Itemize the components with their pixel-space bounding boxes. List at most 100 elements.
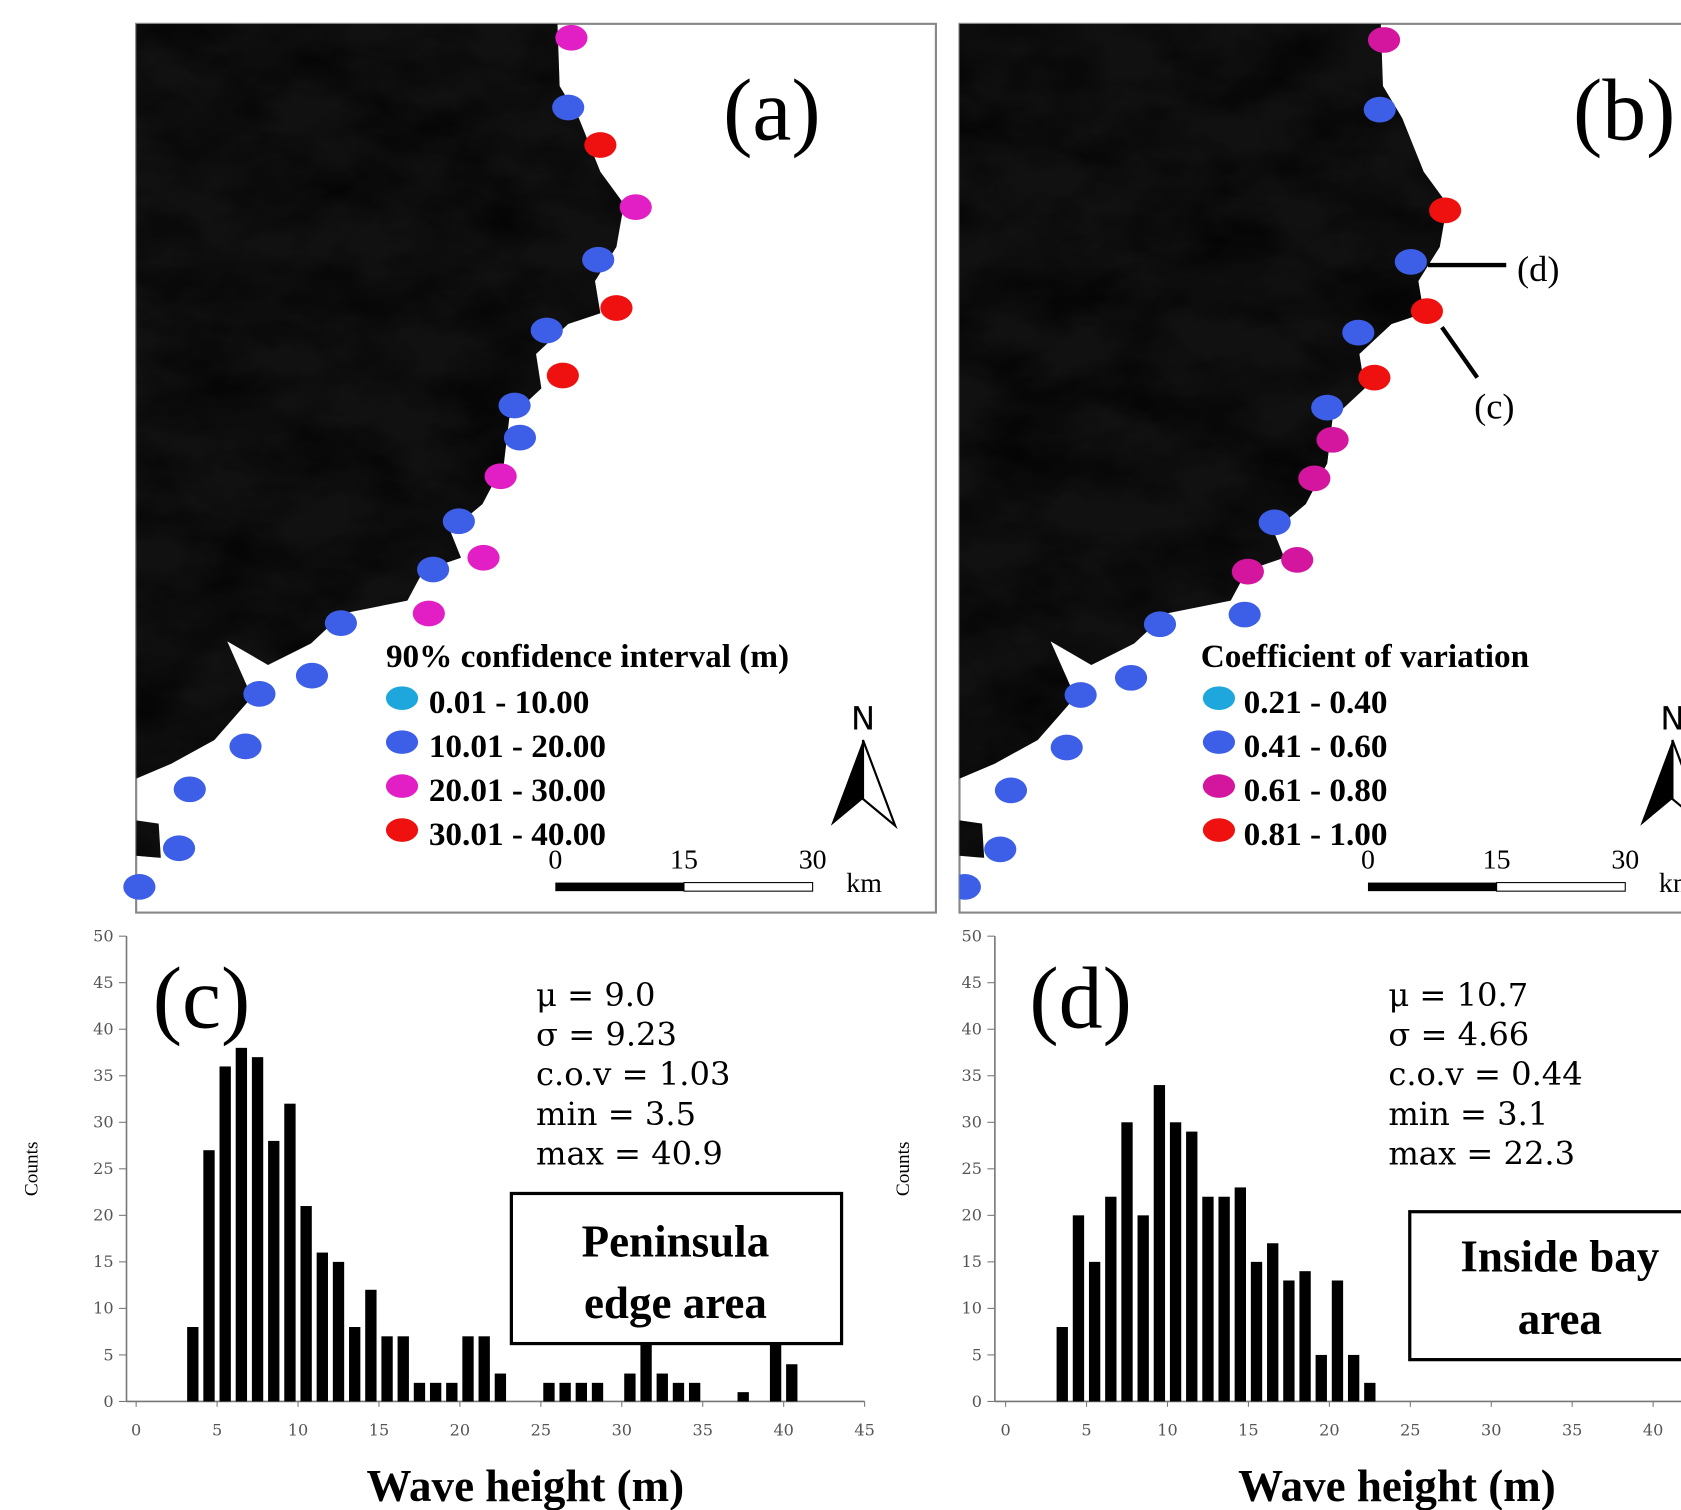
bar — [252, 1057, 263, 1401]
station-dot — [443, 508, 475, 534]
station-dot — [1368, 27, 1400, 53]
station-dot — [584, 132, 616, 158]
bar — [1154, 1085, 1165, 1401]
bar — [414, 1383, 425, 1402]
station-dot — [229, 734, 261, 760]
north-label: N — [851, 699, 875, 737]
figure: (a)90% confidence interval (m)0.01 - 10.… — [0, 0, 1681, 1510]
bar — [1138, 1215, 1149, 1401]
scale-bar — [684, 883, 813, 892]
x-axis-label: Wave height (m) — [1238, 1461, 1556, 1510]
bar — [689, 1383, 700, 1402]
station-dot — [485, 463, 517, 489]
station-dot — [547, 363, 579, 389]
histogram-panel: 051015202530354045500510152025303540(d)μ… — [893, 927, 1681, 1510]
bar — [479, 1336, 490, 1401]
note-text: area — [1518, 1294, 1602, 1344]
y-tick-label: 35 — [93, 1066, 113, 1085]
y-tick-label: 50 — [962, 927, 982, 946]
legend-swatch — [386, 818, 418, 842]
y-tick-label: 15 — [962, 1252, 982, 1271]
station-dot — [1232, 559, 1264, 585]
station-dot — [325, 610, 357, 636]
y-tick-label: 30 — [93, 1113, 113, 1132]
scale-bar — [1497, 883, 1626, 892]
scale-tick-label: 30 — [1611, 845, 1639, 876]
x-tick-label: 5 — [212, 1421, 222, 1440]
station-dot — [555, 25, 587, 51]
legend-title: Coefficient of variation — [1201, 638, 1529, 675]
y-tick-label: 10 — [93, 1299, 113, 1318]
note-text: Peninsula — [582, 1217, 770, 1267]
panel-label: (d) — [1029, 950, 1131, 1047]
bar — [657, 1374, 668, 1402]
station-dot — [620, 194, 652, 220]
y-tick-label: 0 — [972, 1392, 982, 1411]
note-text: Inside bay — [1460, 1232, 1659, 1282]
station-dot — [413, 601, 445, 627]
station-dot — [174, 776, 206, 802]
bar — [624, 1374, 635, 1402]
y-tick-label: 10 — [962, 1299, 982, 1318]
bar — [284, 1104, 295, 1402]
stat-label: max = 40.9 — [536, 1135, 723, 1173]
x-tick-label: 45 — [854, 1421, 874, 1440]
legend-label: 30.01 - 40.00 — [429, 816, 606, 853]
legend-label: 0.41 - 0.60 — [1244, 728, 1388, 765]
bar — [592, 1383, 603, 1402]
stat-label: μ = 9.0 — [536, 976, 655, 1014]
bar — [1251, 1262, 1262, 1402]
station-dot — [1411, 298, 1443, 324]
y-tick-label: 15 — [93, 1252, 113, 1271]
station-dot — [1281, 547, 1313, 573]
station-dot — [1342, 320, 1374, 346]
y-tick-label: 50 — [93, 927, 113, 946]
station-dot — [243, 681, 275, 707]
y-tick-label: 45 — [93, 973, 113, 992]
page: (a)90% confidence interval (m)0.01 - 10.… — [0, 0, 1681, 1510]
y-tick-label: 20 — [962, 1206, 982, 1225]
x-axis-label: Wave height (m) — [367, 1461, 685, 1510]
x-tick-label: 10 — [1157, 1421, 1177, 1440]
bar — [673, 1383, 684, 1402]
station-dot — [499, 393, 531, 419]
bar — [1089, 1262, 1100, 1402]
station-dot — [1065, 682, 1097, 708]
stat-label: σ = 9.23 — [536, 1016, 677, 1054]
station-dot — [1144, 611, 1176, 637]
bar — [236, 1048, 247, 1402]
legend-swatch — [386, 686, 418, 710]
station-dot — [1311, 395, 1343, 421]
bar — [786, 1364, 797, 1401]
scale-tick-label: 15 — [1483, 845, 1511, 876]
legend-label: 0.21 - 0.40 — [1244, 684, 1388, 721]
station-dot — [1395, 249, 1427, 275]
x-tick-label: 30 — [1481, 1421, 1501, 1440]
legend-label: 10.01 - 20.00 — [429, 728, 606, 765]
bar — [543, 1383, 554, 1402]
station-dot — [1229, 602, 1261, 628]
bar — [738, 1392, 749, 1401]
station-dot — [1298, 466, 1330, 492]
stat-label: c.o.v = 1.03 — [536, 1055, 730, 1093]
legend-swatch — [1203, 774, 1235, 798]
x-tick-label: 5 — [1081, 1421, 1091, 1440]
legend-swatch — [386, 774, 418, 798]
north-label: N — [1660, 699, 1681, 737]
legend-title: 90% confidence interval (m) — [386, 638, 789, 675]
bar — [1364, 1383, 1375, 1402]
bar — [268, 1141, 279, 1402]
histogram-panel: 05101520253035404550051015202530354045(c… — [22, 927, 875, 1510]
y-axis-label: Counts — [893, 1141, 914, 1196]
legend-swatch — [1203, 686, 1235, 710]
bar — [317, 1253, 328, 1402]
y-tick-label: 0 — [103, 1392, 113, 1411]
y-tick-label: 5 — [103, 1345, 113, 1364]
bar — [495, 1374, 506, 1402]
bar — [1299, 1271, 1310, 1401]
x-tick-label: 35 — [1562, 1421, 1582, 1440]
callout-label: (d) — [1517, 249, 1560, 289]
bar — [1332, 1280, 1343, 1401]
station-dot — [1364, 97, 1396, 123]
x-tick-label: 35 — [693, 1421, 713, 1440]
